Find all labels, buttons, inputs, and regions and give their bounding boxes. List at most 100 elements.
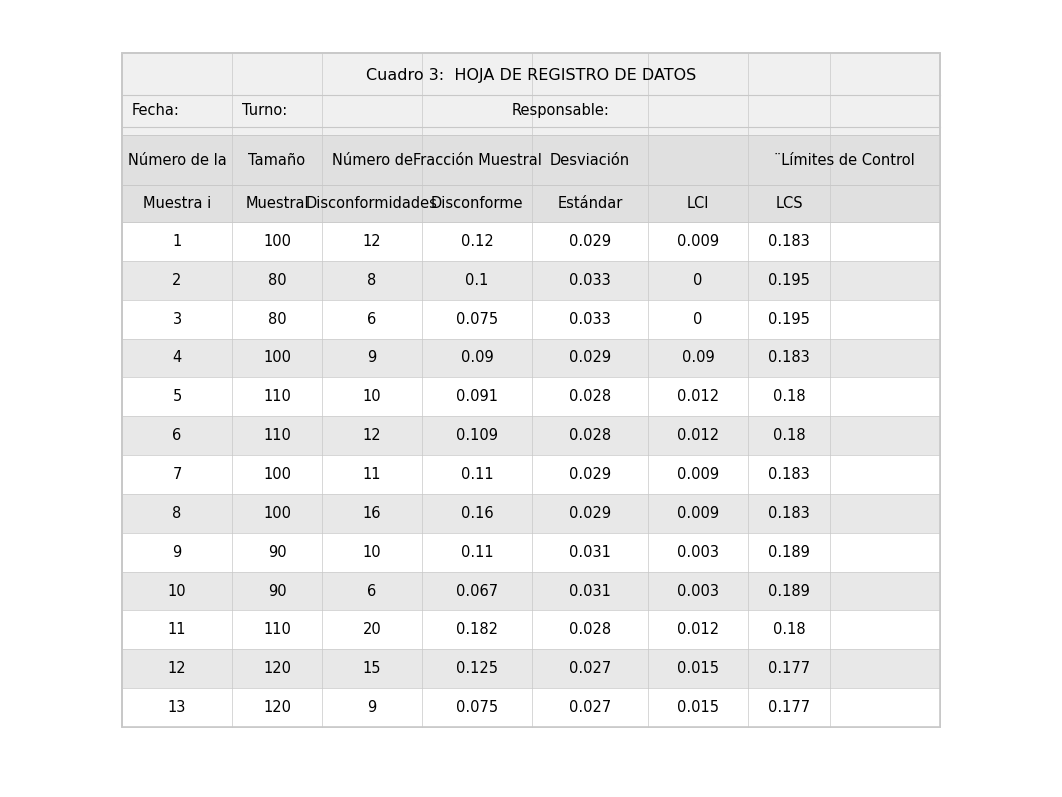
Text: 0.012: 0.012 [676, 389, 719, 404]
Text: 80: 80 [268, 312, 287, 327]
Text: 2: 2 [172, 273, 182, 288]
Text: 6: 6 [367, 583, 377, 599]
Text: 0.18: 0.18 [773, 389, 805, 404]
Bar [122, 378, 940, 416]
Text: 0.009: 0.009 [676, 467, 719, 482]
Text: 0.028: 0.028 [569, 389, 611, 404]
Text: 0.012: 0.012 [676, 428, 719, 443]
Text: 100: 100 [263, 351, 291, 366]
Text: 10: 10 [363, 389, 381, 404]
Text: 0.067: 0.067 [456, 583, 498, 599]
Text: 0.029: 0.029 [569, 234, 611, 249]
Bar [122, 53, 940, 727]
Text: 12: 12 [363, 234, 381, 249]
Text: 10: 10 [363, 544, 381, 559]
Bar [122, 53, 940, 727]
Text: Disconformidades: Disconformidades [306, 196, 438, 211]
Text: 13: 13 [168, 700, 186, 715]
Text: 0.003: 0.003 [676, 544, 719, 559]
Text: Muestra i: Muestra i [143, 196, 211, 211]
Text: 0.189: 0.189 [768, 544, 810, 559]
Text: 0: 0 [693, 312, 703, 327]
Text: 0.09: 0.09 [682, 351, 715, 366]
Text: LCI: LCI [687, 196, 709, 211]
Text: 6: 6 [367, 312, 377, 327]
Text: 0.033: 0.033 [569, 312, 611, 327]
Text: 0.033: 0.033 [569, 273, 611, 288]
Text: 80: 80 [268, 273, 287, 288]
Text: Desviación: Desviación [550, 152, 630, 167]
Text: Fracción Muestral: Fracción Muestral [412, 152, 542, 167]
Text: 0.18: 0.18 [773, 622, 805, 638]
Text: 12: 12 [363, 428, 381, 443]
Text: 0.183: 0.183 [768, 506, 810, 521]
Text: Estándar: Estándar [558, 196, 622, 211]
Text: 11: 11 [168, 622, 186, 638]
Text: 0.027: 0.027 [569, 662, 611, 676]
Text: 0.031: 0.031 [569, 583, 611, 599]
Text: 0.18: 0.18 [773, 428, 805, 443]
Bar [122, 494, 940, 532]
Text: Tamaño: Tamaño [249, 152, 306, 167]
Text: ¨Límites de Control: ¨Límites de Control [773, 152, 914, 167]
Text: 0.177: 0.177 [768, 662, 810, 676]
Text: 20: 20 [362, 622, 381, 638]
Text: 90: 90 [268, 583, 287, 599]
Text: 6: 6 [172, 428, 182, 443]
Text: 0.009: 0.009 [676, 506, 719, 521]
Text: 0.029: 0.029 [569, 467, 611, 482]
Text: 0.027: 0.027 [569, 700, 611, 715]
Bar [122, 455, 940, 494]
Text: 9: 9 [172, 544, 182, 559]
Text: 0.195: 0.195 [768, 273, 810, 288]
Text: 7: 7 [172, 467, 182, 482]
Text: 0.091: 0.091 [456, 389, 498, 404]
Text: 0.183: 0.183 [768, 234, 810, 249]
Text: 9: 9 [367, 700, 377, 715]
Text: 0.09: 0.09 [461, 351, 494, 366]
Text: 0.11: 0.11 [461, 544, 494, 559]
Text: Número de la: Número de la [127, 152, 226, 167]
Bar [122, 532, 940, 571]
Text: 5: 5 [172, 389, 182, 404]
Text: 10: 10 [168, 583, 186, 599]
Text: LCS: LCS [775, 196, 803, 211]
Text: 16: 16 [363, 506, 381, 521]
Text: 0.125: 0.125 [456, 662, 498, 676]
Text: 0.182: 0.182 [456, 622, 498, 638]
Text: 8: 8 [367, 273, 377, 288]
Text: 15: 15 [363, 662, 381, 676]
Bar [122, 650, 940, 688]
Bar [122, 222, 940, 261]
Text: 120: 120 [263, 662, 291, 676]
Text: 110: 110 [263, 622, 291, 638]
Text: 0.11: 0.11 [461, 467, 494, 482]
Text: Muestral: Muestral [245, 196, 309, 211]
Text: 3: 3 [172, 312, 182, 327]
Text: 12: 12 [168, 662, 186, 676]
Bar [122, 416, 940, 455]
Text: 0.109: 0.109 [456, 428, 498, 443]
Text: 1: 1 [172, 234, 182, 249]
Bar [122, 688, 940, 727]
Text: 0.16: 0.16 [461, 506, 494, 521]
Text: 0.028: 0.028 [569, 622, 611, 638]
Text: 110: 110 [263, 428, 291, 443]
Text: 0.015: 0.015 [676, 700, 719, 715]
Text: 0.075: 0.075 [456, 312, 498, 327]
Text: 0.009: 0.009 [676, 234, 719, 249]
Bar [122, 611, 940, 650]
Text: Turno:: Turno: [242, 103, 287, 117]
Text: 120: 120 [263, 700, 291, 715]
Text: 0.195: 0.195 [768, 312, 810, 327]
Text: 11: 11 [363, 467, 381, 482]
Text: 0.1: 0.1 [465, 273, 489, 288]
Bar [122, 185, 940, 222]
Text: 9: 9 [367, 351, 377, 366]
Text: 4: 4 [172, 351, 182, 366]
Bar [122, 261, 940, 300]
Text: 0.015: 0.015 [676, 662, 719, 676]
Text: Disconforme: Disconforme [431, 196, 524, 211]
Text: 0.183: 0.183 [768, 351, 810, 366]
Text: 8: 8 [172, 506, 182, 521]
